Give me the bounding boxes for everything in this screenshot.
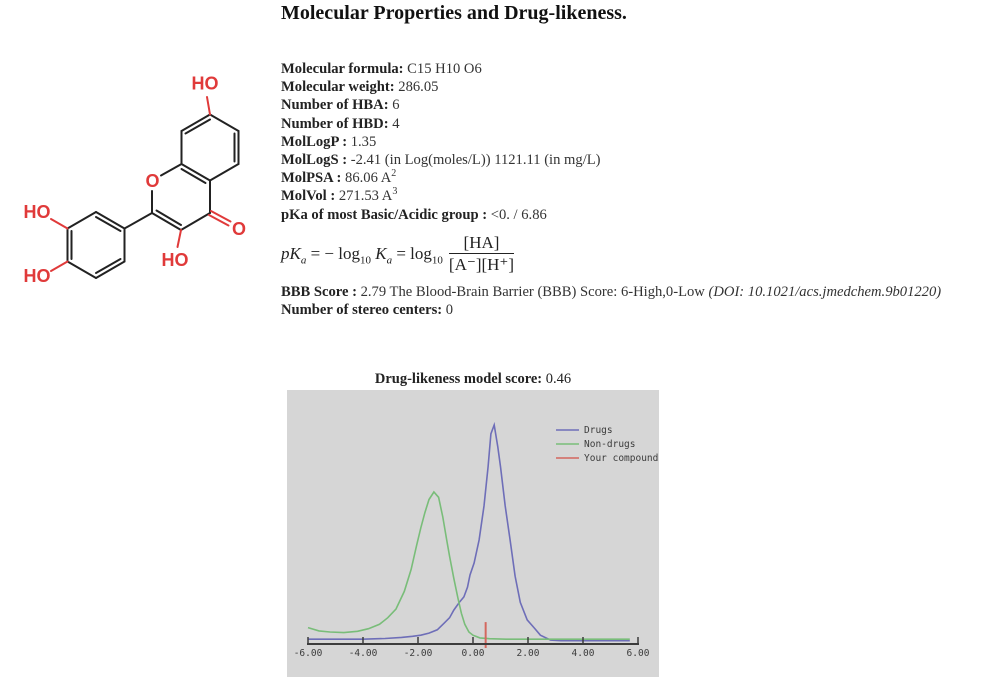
- property-label: MolLogP :: [281, 133, 348, 150]
- property-value: 271.53 A: [335, 188, 393, 205]
- stereo-centers-label: Number of stereo centers:: [281, 302, 443, 319]
- bbb-score-line: BBB Score : 2.79 The Blood-Brain Barrier…: [281, 283, 942, 300]
- property-row: pKa of most Basic/Acidic group : <0. / 6…: [281, 206, 991, 224]
- property-value: C15 H10 O6: [403, 61, 482, 77]
- x-tick-label: 2.00: [517, 648, 540, 659]
- property-value: 1.35: [347, 133, 377, 150]
- hydroxyl-label-left-upper: HO: [24, 202, 51, 222]
- page-title: Molecular Properties and Drug-likeness.: [281, 2, 627, 24]
- property-label: Number of HBD:: [281, 115, 389, 132]
- property-row: MolLogP : 1.35: [281, 133, 991, 151]
- legend-label: Non-drugs: [584, 439, 635, 450]
- chart-title-label: Drug-likeness model score:: [374, 371, 543, 387]
- ring-b-bonds: [66, 211, 153, 279]
- x-tick-label: 0.00: [462, 648, 485, 659]
- chart-plot-area: -6.00 -4.00 -2.00 0.00 2.00 4.00 6.00 Drugs Non-…: [294, 421, 658, 659]
- property-value: 4: [388, 115, 400, 132]
- property-value-superscript: 2: [391, 168, 397, 180]
- ring-c-bonds: [151, 163, 211, 231]
- drug-likeness-chart: -6.00 -4.00 -2.00 0.00 2.00 4.00 6.00 Drugs Non-…: [287, 390, 659, 677]
- property-value-superscript: 3: [392, 186, 398, 198]
- x-tick-label: -2.00: [404, 648, 433, 659]
- property-row: MolPSA : 86.06 A2: [281, 169, 991, 187]
- property-row: Number of HBD: 4: [281, 115, 991, 133]
- formula-fraction: [HA] [A⁻][H⁺]: [448, 233, 515, 275]
- property-row: Molecular formula: C15 H10 O6: [281, 60, 991, 78]
- series-non-drugs: [307, 490, 630, 640]
- property-row: Number of HBA: 6: [281, 96, 991, 114]
- chart-title: Drug-likeness model score: 0.46: [287, 371, 659, 388]
- bbb-doi: (DOI: 10.1021/acs.jmedchem.9b01220): [708, 283, 942, 300]
- property-label: Molecular formula:: [281, 61, 404, 77]
- x-tick-label: 4.00: [572, 648, 595, 659]
- hydroxyl-label-bottom: HO: [162, 250, 189, 270]
- property-label: MolLogS :: [281, 152, 348, 169]
- formula-denominator: [A⁻][H⁺]: [448, 255, 515, 275]
- carbonyl-oxygen-label: O: [232, 219, 246, 239]
- hydroxyl-label-top: HO: [192, 74, 219, 94]
- chart-title-value: 0.46: [542, 371, 572, 387]
- property-row: MolVol : 271.53 A3: [281, 187, 991, 205]
- property-value: 6: [388, 97, 400, 114]
- property-label: MolPSA :: [281, 170, 342, 187]
- property-value: <0. / 6.86: [487, 206, 547, 223]
- legend-label: Your compound: [584, 453, 658, 464]
- property-value: 286.05: [394, 79, 439, 96]
- ring-oxygen-label: O: [145, 171, 159, 191]
- formula-numerator: [HA]: [448, 233, 515, 255]
- property-value: -2.41 (in Log(moles/L)) 1121.11 (in mg/L…: [347, 152, 601, 169]
- property-value: 86.06 A: [341, 170, 392, 187]
- formula-lhs: pK: [281, 243, 301, 263]
- property-label: MolVol :: [281, 188, 336, 205]
- properties-list: Molecular formula: C15 H10 O6 Molecular w…: [281, 60, 991, 224]
- property-label: Number of HBA:: [281, 97, 389, 114]
- properties-column: Molecular formula: C15 H10 O6 Molecular w…: [281, 60, 991, 319]
- pka-formula: pKa = − log10 Ka = log10 [HA] [A⁻][H⁺]: [281, 232, 515, 275]
- ring-a-bonds: [180, 113, 240, 182]
- x-tick-label: -6.00: [294, 648, 323, 659]
- property-label: pKa of most Basic/Acidic group :: [281, 206, 488, 223]
- hydroxyl-label-left-lower: HO: [24, 266, 51, 286]
- legend-label: Drugs: [584, 425, 613, 436]
- bbb-score-label: BBB Score :: [281, 283, 357, 300]
- property-row: MolLogS : -2.41 (in Log(moles/L)) 1121.1…: [281, 151, 991, 169]
- stereo-centers-line: Number of stereo centers: 0: [281, 302, 454, 319]
- x-tick-label: 6.00: [627, 648, 650, 659]
- molecule-structure: HO O O HO HO HO: [24, 74, 247, 287]
- oxygen-bonds: [50, 96, 232, 272]
- property-label: Molecular weight:: [281, 79, 395, 96]
- property-row: Molecular weight: 286.05: [281, 78, 991, 96]
- x-tick-label: -4.00: [349, 648, 378, 659]
- series-drugs: [308, 421, 630, 642]
